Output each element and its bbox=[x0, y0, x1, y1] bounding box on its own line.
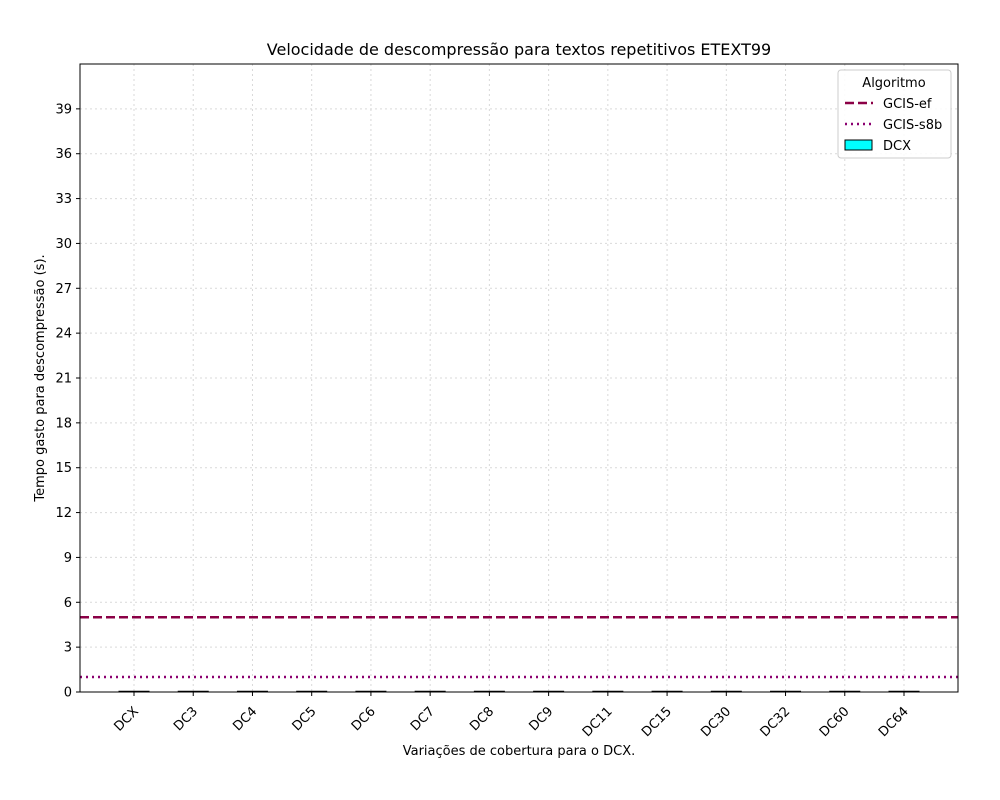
x-tick-label: DC4 bbox=[230, 704, 260, 734]
x-tick-label: DC64 bbox=[876, 704, 912, 740]
legend-label-gcis-s8b: GCIS-s8b bbox=[883, 118, 942, 133]
x-tick-label: DC5 bbox=[290, 704, 320, 734]
y-tick-label: 36 bbox=[55, 147, 72, 162]
y-tick-label: 27 bbox=[55, 282, 72, 297]
chart-title: Velocidade de descompressão para textos … bbox=[267, 40, 771, 59]
x-tick-label: DC9 bbox=[526, 704, 556, 734]
reference-lines-layer bbox=[80, 615, 958, 679]
y-tick-label: 21 bbox=[55, 372, 72, 387]
y-tick-label: 3 bbox=[64, 641, 72, 656]
x-tick-label: DC60 bbox=[817, 704, 853, 740]
legend-label-dcx: DCX bbox=[883, 139, 911, 154]
legend-label-gcis-ef: GCIS-ef bbox=[883, 97, 932, 112]
legend: Algoritmo GCIS-ef GCIS-s8b DCX bbox=[837, 69, 952, 159]
y-tick-label: 30 bbox=[55, 237, 72, 252]
x-tick-label: DC30 bbox=[698, 704, 734, 740]
y-tick-label: 39 bbox=[55, 102, 72, 117]
y-tick-label: 9 bbox=[64, 551, 72, 566]
y-tick-label: 24 bbox=[55, 327, 72, 342]
x-tick-label: DC32 bbox=[758, 704, 794, 740]
y-tick-label: 6 bbox=[64, 596, 72, 611]
legend-swatch-dcx bbox=[844, 139, 873, 151]
x-tick-label: DC3 bbox=[171, 704, 201, 734]
y-axis-label: Tempo gasto para descompressão (s). bbox=[33, 254, 48, 502]
y-tick-label: 18 bbox=[55, 416, 72, 431]
x-tick-label: DC15 bbox=[639, 704, 675, 740]
legend-title: Algoritmo bbox=[862, 76, 925, 91]
x-tick-label: DC11 bbox=[580, 704, 616, 740]
x-tick-label: DCX bbox=[111, 704, 141, 734]
x-axis-label: Variações de cobertura para o DCX. bbox=[403, 744, 636, 759]
x-tick-label: DC6 bbox=[349, 704, 379, 734]
y-tick-label: 0 bbox=[64, 686, 72, 701]
legend-box bbox=[837, 69, 952, 159]
x-tick-label: DC7 bbox=[408, 704, 438, 734]
y-tick-label: 12 bbox=[55, 506, 72, 521]
x-axis: DCX DC3 DC4 DC5 DC6 DC7 DC8 DC9 DC11 DC15 DC30 DC32… bbox=[111, 692, 912, 740]
x-tick-label: DC8 bbox=[467, 704, 497, 734]
y-tick-label: 15 bbox=[55, 461, 72, 476]
grid-layer bbox=[80, 64, 958, 693]
y-tick-label: 33 bbox=[55, 192, 72, 207]
